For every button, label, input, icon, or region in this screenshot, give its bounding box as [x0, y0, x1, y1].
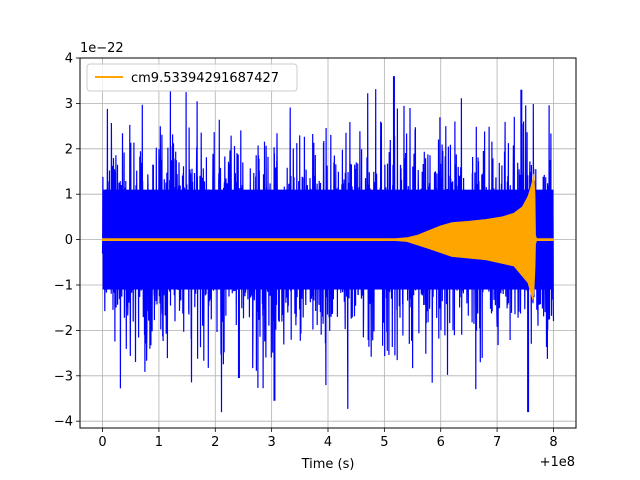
- x-tick-label: 0: [98, 435, 106, 450]
- y-scale-label: 1e−22: [80, 41, 124, 56]
- y-tick-label: −4: [54, 415, 73, 430]
- y-tick-label: −3: [54, 369, 73, 384]
- x-tick-label: 3: [267, 435, 275, 450]
- x-offset-label: +1e8: [540, 455, 575, 470]
- x-tick-label: 1: [155, 435, 163, 450]
- legend: cm9.53394291687427: [86, 63, 298, 92]
- y-axis-ticks: −4 −3 −2 −1 0 1 2 3 4: [54, 52, 80, 430]
- y-tick-label: 4: [65, 52, 73, 67]
- x-tick-label: 5: [380, 435, 388, 450]
- signal-series: [102, 173, 554, 301]
- y-tick-label: 0: [65, 233, 73, 248]
- y-tick-label: 3: [65, 97, 73, 112]
- signal-envelope: [102, 173, 554, 301]
- x-tick-label: 6: [437, 435, 445, 450]
- x-tick-label: 7: [493, 435, 501, 450]
- x-axis-label: Time (s): [301, 457, 355, 472]
- x-tick-label: 2: [211, 435, 219, 450]
- y-tick-label: 2: [65, 142, 73, 157]
- y-tick-label: −1: [54, 278, 73, 293]
- legend-label: cm9.53394291687427: [131, 71, 279, 86]
- y-tick-label: −2: [54, 324, 73, 339]
- x-tick-label: 4: [324, 435, 332, 450]
- y-tick-label: 1: [65, 188, 73, 203]
- x-tick-label: 8: [549, 435, 557, 450]
- legend-box: [86, 63, 298, 92]
- x-axis-ticks: 0 1 2 3 4 5 6 7 8: [98, 428, 558, 450]
